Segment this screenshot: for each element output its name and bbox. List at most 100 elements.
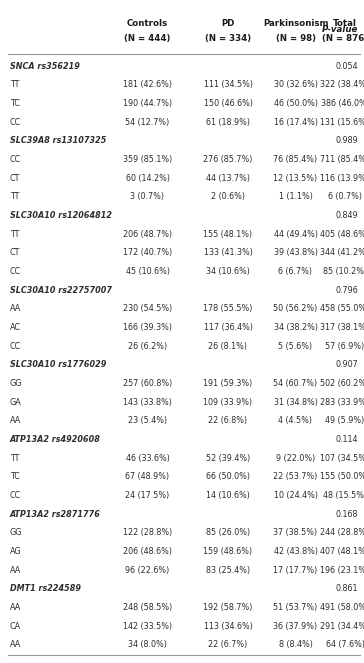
Text: AA: AA xyxy=(10,640,21,649)
Text: 116 (13.9%): 116 (13.9%) xyxy=(320,174,364,183)
Text: 0.168: 0.168 xyxy=(336,510,358,518)
Text: CC: CC xyxy=(10,155,21,164)
Text: (N = 444): (N = 444) xyxy=(124,34,171,43)
Text: 0.114: 0.114 xyxy=(336,435,358,444)
Text: 276 (85.7%): 276 (85.7%) xyxy=(203,155,253,164)
Text: TC: TC xyxy=(10,472,20,481)
Text: 230 (54.5%): 230 (54.5%) xyxy=(123,304,172,314)
Text: 2 (0.6%): 2 (0.6%) xyxy=(211,192,245,202)
Text: 166 (39.3%): 166 (39.3%) xyxy=(123,323,172,332)
Text: 46 (33.6%): 46 (33.6%) xyxy=(126,453,169,463)
Text: AA: AA xyxy=(10,566,21,575)
Text: 6 (0.7%): 6 (0.7%) xyxy=(328,192,362,202)
Text: 181 (42.6%): 181 (42.6%) xyxy=(123,80,172,90)
Text: CT: CT xyxy=(10,174,20,183)
Text: 143 (33.8%): 143 (33.8%) xyxy=(123,398,172,406)
Text: 10 (24.4%): 10 (24.4%) xyxy=(273,491,317,500)
Text: 117 (36.4%): 117 (36.4%) xyxy=(203,323,253,332)
Text: 196 (23.1%): 196 (23.1%) xyxy=(320,566,364,575)
Text: 191 (59.3%): 191 (59.3%) xyxy=(203,379,253,388)
Text: 96 (22.6%): 96 (22.6%) xyxy=(125,566,170,575)
Text: 31 (34.8%): 31 (34.8%) xyxy=(274,398,317,406)
Text: CC: CC xyxy=(10,341,21,351)
Text: 67 (48.9%): 67 (48.9%) xyxy=(126,472,170,481)
Text: 39 (43.8%): 39 (43.8%) xyxy=(273,249,317,257)
Text: TT: TT xyxy=(10,192,19,202)
Text: 178 (55.5%): 178 (55.5%) xyxy=(203,304,253,314)
Text: 37 (38.5%): 37 (38.5%) xyxy=(273,528,317,537)
Text: 49 (5.9%): 49 (5.9%) xyxy=(325,416,364,425)
Text: TT: TT xyxy=(10,80,19,90)
Text: GG: GG xyxy=(10,379,23,388)
Text: 34 (38.2%): 34 (38.2%) xyxy=(273,323,317,332)
Text: 155 (48.1%): 155 (48.1%) xyxy=(203,230,253,239)
Text: 386 (46.0%): 386 (46.0%) xyxy=(321,99,364,108)
Text: 491 (58.0%): 491 (58.0%) xyxy=(320,603,364,612)
Text: 192 (58.7%): 192 (58.7%) xyxy=(203,603,253,612)
Text: 76 (85.4%): 76 (85.4%) xyxy=(273,155,317,164)
Text: P-value: P-value xyxy=(322,25,358,34)
Text: CC: CC xyxy=(10,267,21,276)
Text: TT: TT xyxy=(10,453,19,463)
Text: 206 (48.7%): 206 (48.7%) xyxy=(123,230,172,239)
Text: 111 (34.5%): 111 (34.5%) xyxy=(203,80,253,90)
Text: 4 (4.5%): 4 (4.5%) xyxy=(278,416,313,425)
Text: 248 (58.5%): 248 (58.5%) xyxy=(123,603,172,612)
Text: 61 (18.9%): 61 (18.9%) xyxy=(206,118,250,127)
Text: SLC30A10 rs22757007: SLC30A10 rs22757007 xyxy=(10,286,112,294)
Text: GA: GA xyxy=(10,398,22,406)
Text: 9 (22.0%): 9 (22.0%) xyxy=(276,453,315,463)
Text: 6 (6.7%): 6 (6.7%) xyxy=(278,267,313,276)
Text: 122 (28.8%): 122 (28.8%) xyxy=(123,528,172,537)
Text: PD: PD xyxy=(221,19,235,28)
Text: 51 (53.7%): 51 (53.7%) xyxy=(273,603,318,612)
Text: 50 (56.2%): 50 (56.2%) xyxy=(273,304,318,314)
Text: SNCA rs356219: SNCA rs356219 xyxy=(10,62,80,71)
Text: 0.849: 0.849 xyxy=(335,211,358,220)
Text: 133 (41.3%): 133 (41.3%) xyxy=(203,249,253,257)
Text: 17 (17.7%): 17 (17.7%) xyxy=(273,566,318,575)
Text: 109 (33.9%): 109 (33.9%) xyxy=(203,398,253,406)
Text: 405 (48.6%): 405 (48.6%) xyxy=(320,230,364,239)
Text: 24 (17.5%): 24 (17.5%) xyxy=(125,491,170,500)
Text: 0.796: 0.796 xyxy=(335,286,358,294)
Text: CT: CT xyxy=(10,249,20,257)
Text: 54 (12.7%): 54 (12.7%) xyxy=(125,118,170,127)
Text: 48 (15.5%): 48 (15.5%) xyxy=(323,491,364,500)
Text: AA: AA xyxy=(10,416,21,425)
Text: 46 (50.0%): 46 (50.0%) xyxy=(273,99,317,108)
Text: 407 (48.1%): 407 (48.1%) xyxy=(320,547,364,556)
Text: 34 (10.6%): 34 (10.6%) xyxy=(206,267,250,276)
Text: 0.054: 0.054 xyxy=(335,62,358,71)
Text: 85 (26.0%): 85 (26.0%) xyxy=(206,528,250,537)
Text: 502 (60.2%): 502 (60.2%) xyxy=(320,379,364,388)
Text: AA: AA xyxy=(10,304,21,314)
Text: ATP13A2 rs4920608: ATP13A2 rs4920608 xyxy=(10,435,101,444)
Text: 150 (46.6%): 150 (46.6%) xyxy=(203,99,253,108)
Text: SLC39A8 rs13107325: SLC39A8 rs13107325 xyxy=(10,137,106,145)
Text: 322 (38.4%): 322 (38.4%) xyxy=(320,80,364,90)
Text: 22 (6.8%): 22 (6.8%) xyxy=(209,416,248,425)
Text: 44 (49.4%): 44 (49.4%) xyxy=(273,230,317,239)
Text: SLC30A10 rs12064812: SLC30A10 rs12064812 xyxy=(10,211,112,220)
Text: 0.907: 0.907 xyxy=(335,360,358,369)
Text: Controls: Controls xyxy=(127,19,168,28)
Text: ATP13A2 rs2871776: ATP13A2 rs2871776 xyxy=(10,510,101,518)
Text: 711 (85.4%): 711 (85.4%) xyxy=(320,155,364,164)
Text: 66 (50.0%): 66 (50.0%) xyxy=(206,472,250,481)
Text: 16 (17.4%): 16 (17.4%) xyxy=(273,118,317,127)
Text: 52 (39.4%): 52 (39.4%) xyxy=(206,453,250,463)
Text: 44 (13.7%): 44 (13.7%) xyxy=(206,174,250,183)
Text: 5 (5.6%): 5 (5.6%) xyxy=(278,341,313,351)
Text: CA: CA xyxy=(10,621,21,631)
Text: SLC30A10 rs1776029: SLC30A10 rs1776029 xyxy=(10,360,106,369)
Text: 8 (8.4%): 8 (8.4%) xyxy=(278,640,312,649)
Text: (N = 876): (N = 876) xyxy=(322,34,364,43)
Text: 113 (34.6%): 113 (34.6%) xyxy=(203,621,253,631)
Text: 244 (28.8%): 244 (28.8%) xyxy=(320,528,364,537)
Text: 34 (8.0%): 34 (8.0%) xyxy=(128,640,167,649)
Text: 3 (0.7%): 3 (0.7%) xyxy=(131,192,165,202)
Text: 85 (10.2%): 85 (10.2%) xyxy=(323,267,364,276)
Text: 142 (33.5%): 142 (33.5%) xyxy=(123,621,172,631)
Text: 30 (32.6%): 30 (32.6%) xyxy=(273,80,317,90)
